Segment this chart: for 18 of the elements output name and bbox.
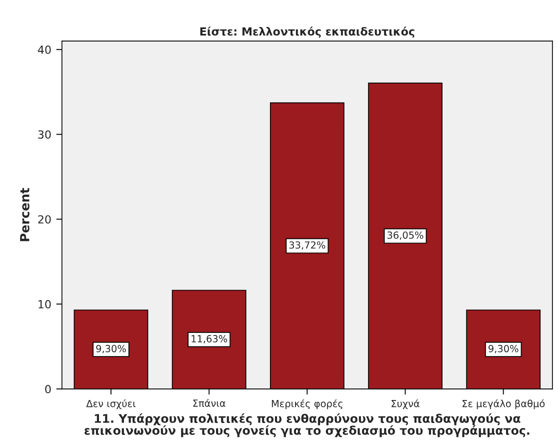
y-tick-label: 20	[38, 215, 51, 224]
x-tick-label: Συχνά	[392, 399, 420, 410]
y-tick-label: 40	[38, 45, 51, 54]
data-label: 9,30%	[488, 344, 518, 354]
chart-title: Είστε: Μελλοντικός εκπαιδευτικός	[200, 26, 414, 38]
x-tick-label: Δεν ισχύει	[86, 399, 136, 410]
x-tick-label: Σε μεγάλο βαθμό	[462, 399, 545, 410]
x-axis-title: 11. Υπάρχουν πολιτικές που ενθαρρύνουν τους παιδαγωγούς να επικοινωνούν με τους γονείς για το σχεδιασμό του προγράμματος.	[84, 413, 530, 438]
data-label: 36,05%	[387, 231, 424, 240]
data-label: 9,30%	[96, 344, 126, 354]
y-tick-label: 30	[38, 130, 51, 139]
x-tick-label: Σπάνια	[193, 398, 226, 407]
data-label: 11,63%	[192, 335, 228, 344]
y-axis-title: Percent	[20, 188, 30, 242]
y-tick-label: 10	[38, 300, 51, 308]
y-tick-label: 0	[45, 384, 51, 394]
x-tick-label: Μερικές φορές	[272, 399, 342, 410]
data-label: 33,72%	[289, 241, 326, 250]
